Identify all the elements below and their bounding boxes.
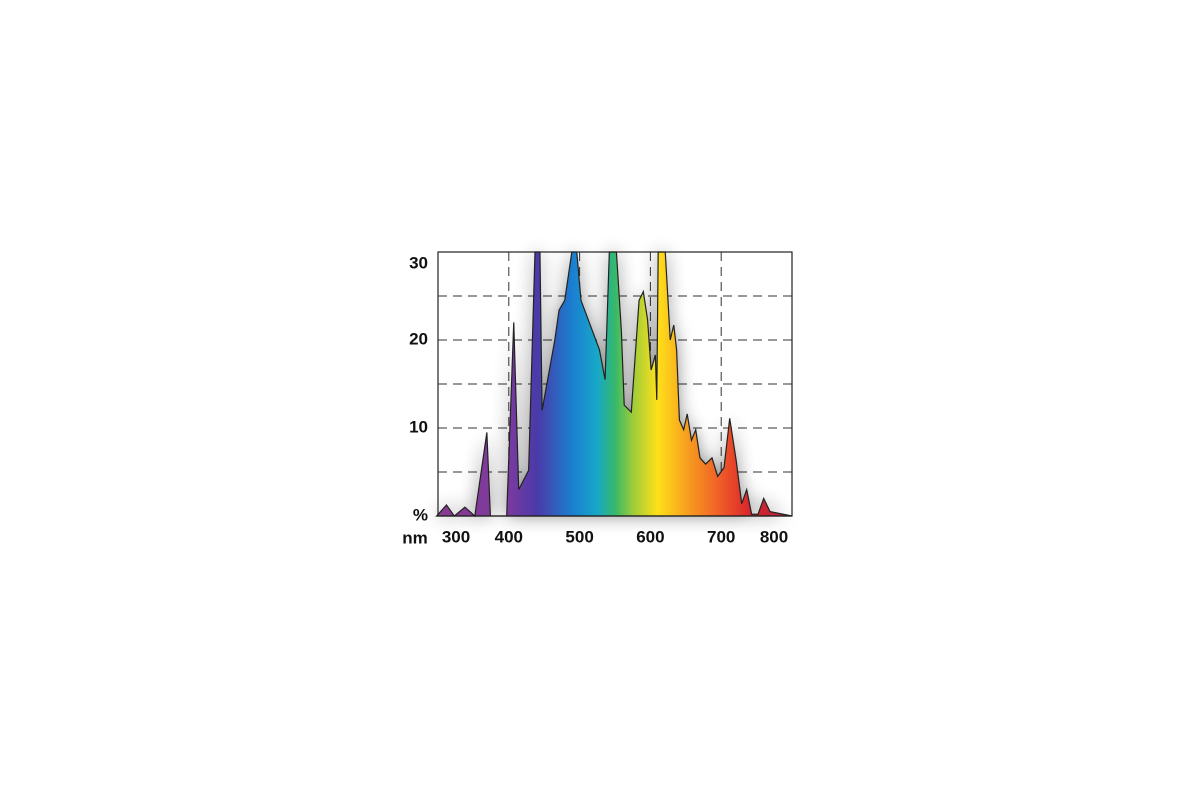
x-tick-label: 700 <box>707 527 735 546</box>
y-tick-label: % <box>413 505 428 524</box>
y-tick-label: 10 <box>409 417 428 436</box>
y-tick-label: 30 <box>409 253 428 272</box>
x-tick-label: 500 <box>565 527 593 546</box>
x-tick-label: 400 <box>495 527 523 546</box>
plot-frame <box>437 251 793 517</box>
x-tick-label: 600 <box>636 527 664 546</box>
x-tick-label: 800 <box>760 527 788 546</box>
y-tick-label: 20 <box>409 329 428 348</box>
spectrum-area <box>435 251 793 518</box>
x-axis-label: nm <box>402 528 428 547</box>
x-tick-label: 300 <box>442 527 470 546</box>
